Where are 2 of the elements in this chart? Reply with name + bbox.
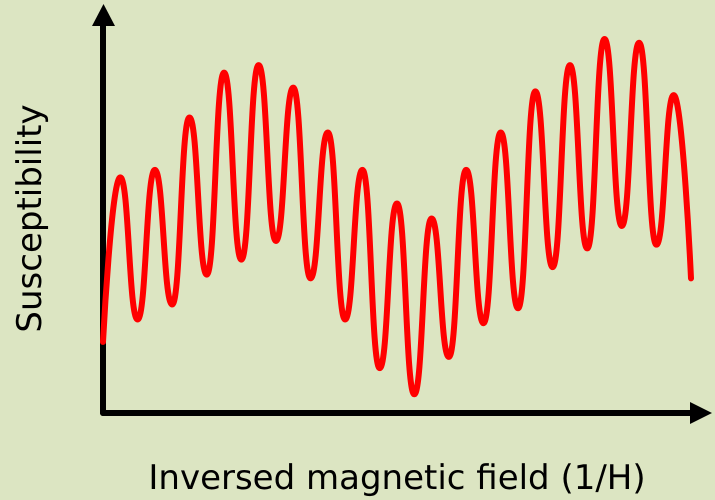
x-axis-title: Inversed magnetic field (1/H) [148, 458, 646, 498]
y-axis-title: Susceptibility [10, 104, 50, 333]
